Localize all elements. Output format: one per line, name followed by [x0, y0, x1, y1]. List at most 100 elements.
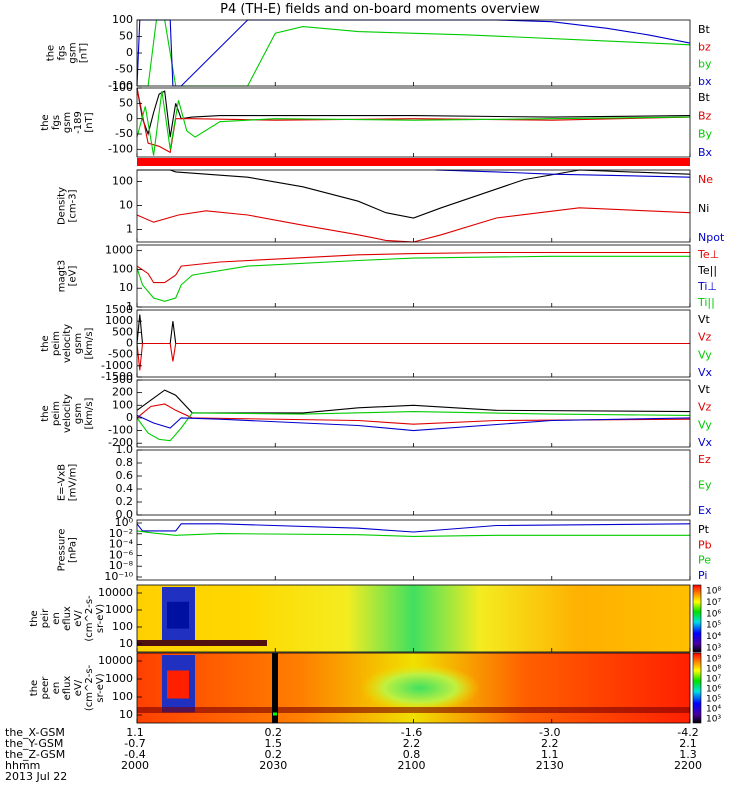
spectrogram-gap-marker — [273, 712, 277, 716]
y-axis-label: velocity — [62, 394, 73, 433]
legend-entry: Vz — [698, 331, 712, 344]
y-tick-label: 1 — [126, 222, 133, 235]
y-axis-label: [km/s] — [84, 327, 95, 359]
legend-entry: Ex — [698, 504, 712, 517]
legend-entry: Vx — [698, 436, 713, 449]
y-axis-label: peer — [40, 676, 51, 700]
footer-label-x: the_X-GSM — [5, 726, 65, 739]
legend-entry: Pb — [698, 538, 712, 551]
y-axis-label: [eV] — [68, 266, 79, 287]
legend-entry: by — [698, 58, 712, 71]
footer-value: 1.1 — [541, 748, 559, 761]
plot-area — [137, 245, 690, 307]
y-axis-label: [mV/m] — [68, 464, 79, 502]
footer-value: -3.0 — [539, 726, 560, 739]
colorbar — [692, 652, 702, 724]
footer-label-z: the_Z-GSM — [5, 748, 65, 761]
y-tick-label: 1.0 — [116, 443, 134, 456]
y-tick-label: -1000 — [101, 359, 133, 372]
y-axis-label: the — [29, 610, 40, 626]
colorbar-tick-label: 10⁸ — [706, 665, 721, 675]
legend-entry: By — [698, 128, 713, 141]
y-tick-label: 0 — [126, 337, 133, 350]
y-tick-label: 0 — [126, 46, 133, 59]
legend-entry: bx — [698, 75, 712, 88]
y-tick-label: 10⁻² — [109, 527, 133, 540]
footer-date: 2013 Jul 22 — [5, 770, 67, 783]
spectrogram-green-region — [360, 664, 480, 712]
legend-entry: Te⊥ — [697, 248, 719, 261]
series-line-Vt — [136, 389, 691, 414]
footer-value: -0.4 — [124, 748, 145, 761]
footer-value: 0.2 — [265, 748, 283, 761]
y-axis-label: the — [46, 45, 57, 61]
y-tick-label: 200 — [112, 386, 133, 399]
y-tick-label: -1500 — [101, 370, 133, 383]
y-axis-label: fgs — [51, 115, 62, 130]
y-axis-label: fgs — [57, 45, 68, 60]
y-tick-label: 10000 — [98, 654, 133, 667]
series-line-Vx — [136, 414, 691, 432]
series-line-By — [136, 91, 691, 156]
legend-entry: Bt — [698, 23, 711, 36]
colorbar-tick-label: 10⁵ — [706, 621, 721, 631]
footer: the_X-GSM the_Y-GSM the_Z-GSM hhmm 2013 … — [5, 726, 702, 783]
y-tick-label: -100 — [108, 424, 133, 437]
panel-1: 100 50 0 -50 -100 the fgs gsm [nT] Bt bz by bx — [46, 13, 712, 92]
y-axis-label: sr-eV) — [95, 673, 106, 702]
y-axis-label: the — [40, 335, 51, 351]
colorbar-tick-label: 10⁴ — [706, 632, 721, 642]
y-tick-label: 10 — [119, 637, 133, 650]
y-axis-label: velocity — [62, 324, 73, 363]
y-tick-label: 10⁻⁸ — [109, 559, 134, 572]
y-axis-label: the — [29, 680, 40, 696]
y-tick-label: 100 — [112, 174, 133, 187]
legend-entry: Ez — [698, 453, 711, 466]
y-axis-label: [nT] — [79, 43, 90, 63]
colorbar-tick-label: 10⁷ — [706, 675, 721, 685]
footer-value: 0.2 — [265, 726, 283, 739]
footer-label-y: the_Y-GSM — [5, 737, 63, 750]
series-line-Pi — [136, 523, 691, 533]
legend-entry: Bx — [698, 146, 713, 159]
colorbar — [692, 584, 702, 653]
footer-value: -0.7 — [124, 737, 145, 750]
footer-value: 0.8 — [403, 748, 421, 761]
legend-entry: Ey — [698, 479, 712, 492]
spectrogram-core — [167, 601, 189, 629]
y-axis-label: sr-eV) — [95, 604, 106, 633]
footer-value: -4.2 — [677, 726, 698, 739]
legend-entry: Bt — [698, 91, 711, 104]
legend-entry: Te|| — [697, 264, 717, 277]
footer-value: 2.2 — [541, 737, 559, 750]
y-axis-label: (cm^2-s- — [84, 664, 95, 711]
y-axis-label: [nT] — [84, 112, 95, 132]
y-tick-label: 10 — [119, 708, 133, 721]
y-tick-label: -50 — [115, 127, 133, 140]
footer-value: 2200 — [674, 759, 702, 772]
legend-entry: Ti|| — [697, 296, 715, 309]
y-tick-label: 1500 — [105, 303, 133, 316]
panel-4: 1000 100 10 1 magt3 [eV] Te⊥ Te|| Ti⊥ Ti|| — [57, 244, 720, 313]
y-tick-label: 100 — [112, 13, 133, 26]
legend-entry: Vy — [698, 348, 712, 361]
y-axis-label: Density — [57, 187, 68, 225]
colorbar-tick-label: 10⁶ — [706, 609, 721, 619]
y-tick-label: 0 — [126, 411, 133, 424]
y-axis-label: peim — [51, 401, 62, 426]
colorbar-tick-label: 10⁷ — [706, 598, 721, 608]
y-tick-label: 0 — [126, 112, 133, 125]
y-axis-label: gsm — [73, 403, 84, 424]
y-axis-label: E=-VxB — [57, 464, 68, 501]
y-axis-label: the — [40, 405, 51, 421]
y-axis-label: -189 — [73, 111, 84, 134]
footer-value: 2.1 — [679, 737, 697, 750]
y-axis-label: gsm — [68, 42, 79, 63]
y-tick-label: 10 — [119, 281, 133, 294]
y-tick-label: 1000 — [105, 244, 133, 257]
y-axis-label: [km/s] — [84, 397, 95, 429]
y-axis-label: eflux — [62, 606, 73, 631]
panel-2: 100 50 0 -50 -100 the fgs gsm -189 [nT] Bt Bz By Bx — [40, 81, 713, 166]
